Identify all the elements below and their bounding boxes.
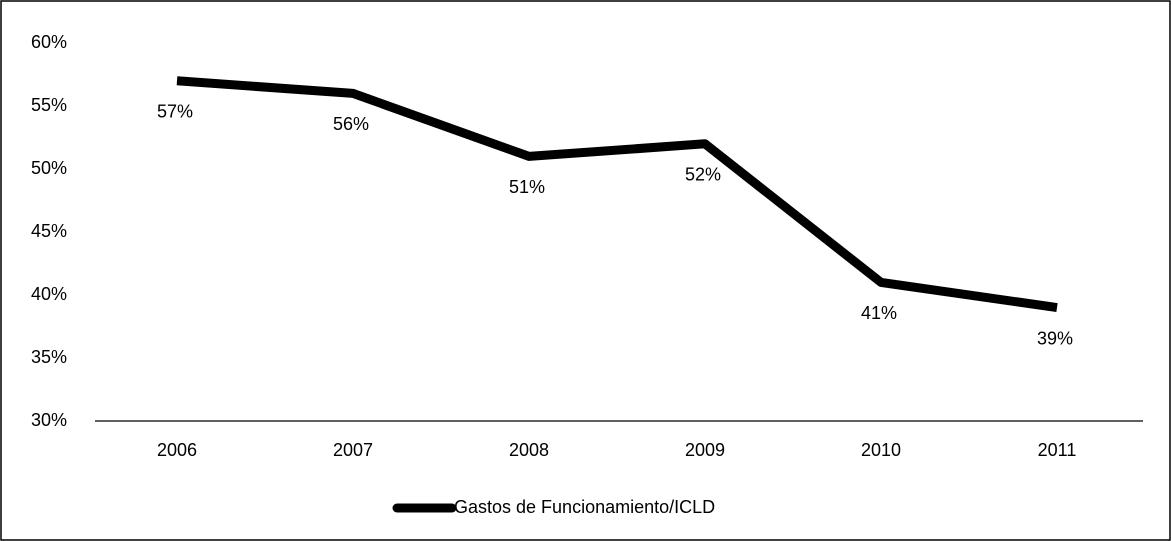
y-tick-label: 35% <box>31 347 67 367</box>
y-tick-label: 40% <box>31 284 67 304</box>
data-label: 41% <box>861 303 897 323</box>
data-label: 52% <box>685 165 721 185</box>
data-label: 57% <box>157 102 193 122</box>
data-label: 39% <box>1037 328 1073 348</box>
data-label: 51% <box>509 177 545 197</box>
legend-label: Gastos de Funcionamiento/ICLD <box>454 497 715 517</box>
y-tick-label: 45% <box>31 221 67 241</box>
y-tick-label: 60% <box>31 32 67 52</box>
y-tick-label: 55% <box>31 95 67 115</box>
y-tick-label: 50% <box>31 158 67 178</box>
x-tick-label: 2011 <box>1038 440 1077 460</box>
x-tick-label: 2010 <box>861 440 901 460</box>
data-label: 56% <box>333 114 369 134</box>
x-tick-label: 2006 <box>157 440 197 460</box>
x-tick-label: 2008 <box>509 440 549 460</box>
y-tick-label: 30% <box>31 410 67 430</box>
line-series <box>176 76 1058 313</box>
x-tick-label: 2007 <box>333 440 373 460</box>
x-tick-label: 2009 <box>685 440 725 460</box>
